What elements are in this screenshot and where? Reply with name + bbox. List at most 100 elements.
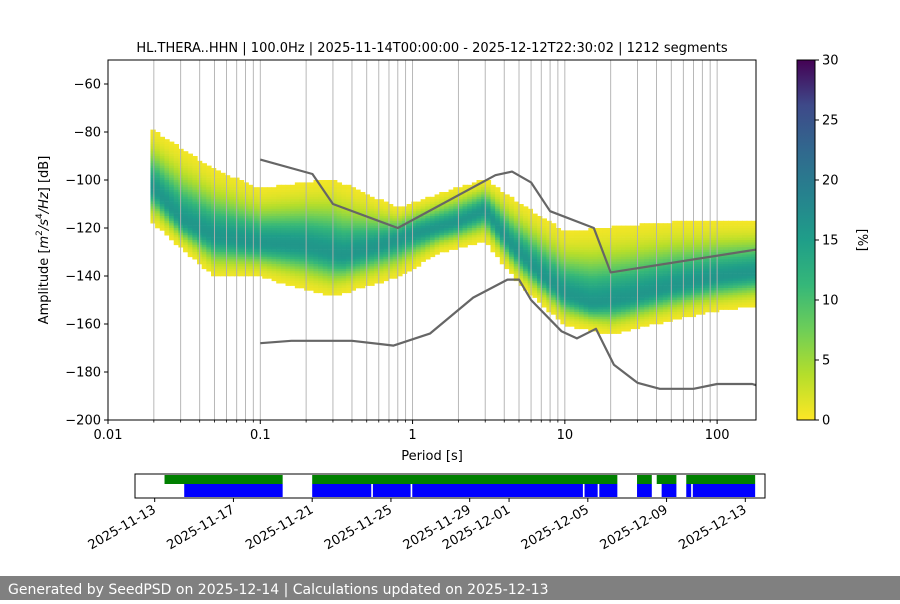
heatmap-cell: [225, 269, 230, 272]
heatmap-cell: [523, 238, 528, 241]
heatmap-cell: [272, 233, 277, 236]
heatmap-cell: [248, 204, 253, 207]
heatmap-cell: [490, 214, 495, 217]
heatmap-cell: [150, 209, 155, 212]
heatmap-cell: [327, 245, 332, 248]
heatmap-cell: [276, 197, 281, 200]
heatmap-cell: [658, 269, 663, 272]
heatmap-cell: [216, 247, 221, 250]
heatmap-cell: [551, 250, 556, 253]
heatmap-cell: [183, 182, 188, 185]
heatmap-cell: [188, 223, 193, 226]
heatmap-cell: [449, 218, 454, 221]
heatmap-cell: [737, 233, 742, 236]
heatmap-cell: [402, 245, 407, 248]
heatmap-cell: [300, 233, 305, 236]
heatmap-cell: [616, 293, 621, 296]
heatmap-cell: [425, 226, 430, 229]
heatmap-cell: [286, 266, 291, 269]
heatmap-cell: [453, 214, 458, 217]
heatmap-cell: [230, 178, 235, 181]
heatmap-cell: [728, 278, 733, 281]
heatmap-cell: [579, 281, 584, 284]
heatmap-cell: [230, 206, 235, 209]
heatmap-cell: [323, 283, 328, 286]
heatmap-cell: [542, 250, 547, 253]
heatmap-cell: [677, 302, 682, 305]
heatmap-cell: [323, 233, 328, 236]
heatmap-cell: [360, 252, 365, 255]
heatmap-cell: [244, 247, 249, 250]
heatmap-cell: [570, 312, 575, 315]
heatmap-cell: [472, 218, 477, 221]
heatmap-cell: [239, 180, 244, 183]
heatmap-cell: [169, 228, 174, 231]
heatmap-cell: [300, 286, 305, 289]
heatmap-cell: [216, 238, 221, 241]
heatmap-cell: [341, 266, 346, 269]
heatmap-cell: [621, 324, 626, 327]
heatmap-cell: [532, 218, 537, 221]
heatmap-cell: [337, 187, 342, 190]
heatmap-cell: [248, 187, 253, 190]
heatmap-cell: [532, 242, 537, 245]
heatmap-cell: [747, 278, 752, 281]
heatmap-cell: [300, 214, 305, 217]
heatmap-cell: [267, 274, 272, 277]
heatmap-cell: [705, 286, 710, 289]
heatmap-cell: [393, 259, 398, 262]
heatmap-cell: [504, 266, 509, 269]
heatmap-cell: [621, 312, 626, 315]
heatmap-cell: [495, 245, 500, 248]
heatmap-cell: [304, 254, 309, 257]
heatmap-cell: [295, 250, 300, 253]
heatmap-cell: [663, 317, 668, 320]
heatmap-cell: [472, 221, 477, 224]
y-tick-label: −140: [65, 270, 101, 285]
heatmap-cell: [612, 281, 617, 284]
heatmap-cell: [453, 238, 458, 241]
heatmap-cell: [486, 190, 491, 193]
heatmap-cell: [225, 264, 230, 267]
heatmap-cell: [612, 264, 617, 267]
heatmap-cell: [174, 166, 179, 169]
heatmap-cell: [281, 257, 286, 260]
heatmap-cell: [728, 247, 733, 250]
heatmap-cell: [290, 226, 295, 229]
heatmap-cell: [202, 182, 207, 185]
heatmap-cell: [677, 307, 682, 310]
heatmap-cell: [630, 245, 635, 248]
heatmap-cell: [155, 149, 160, 152]
heatmap-cell: [705, 250, 710, 253]
heatmap-cell: [323, 278, 328, 281]
heatmap-cell: [644, 319, 649, 322]
heatmap-cell: [341, 264, 346, 267]
heatmap-cell: [677, 276, 682, 279]
heatmap-cell: [360, 257, 365, 260]
heatmap-cell: [313, 281, 318, 284]
heatmap-cell: [705, 242, 710, 245]
heatmap-cell: [453, 230, 458, 233]
heatmap-cell: [607, 254, 612, 257]
heatmap-cell: [300, 235, 305, 238]
heatmap-cell: [239, 266, 244, 269]
heatmap-cell: [202, 199, 207, 202]
heatmap-cell: [150, 218, 155, 221]
heatmap-cell: [663, 276, 668, 279]
heatmap-cell: [514, 228, 519, 231]
heatmap-cell: [337, 242, 342, 245]
heatmap-cell: [295, 247, 300, 250]
heatmap-cell: [532, 214, 537, 217]
heatmap-cell: [155, 158, 160, 161]
heatmap-cell: [225, 206, 230, 209]
heatmap-cell: [719, 262, 724, 265]
heatmap-cell: [737, 295, 742, 298]
heatmap-cell: [323, 250, 328, 253]
heatmap-cell: [272, 254, 277, 257]
heatmap-cell: [202, 218, 207, 221]
heatmap-cell: [444, 247, 449, 250]
heatmap-cell: [509, 238, 514, 241]
heatmap-cell: [360, 230, 365, 233]
heatmap-cell: [509, 235, 514, 238]
